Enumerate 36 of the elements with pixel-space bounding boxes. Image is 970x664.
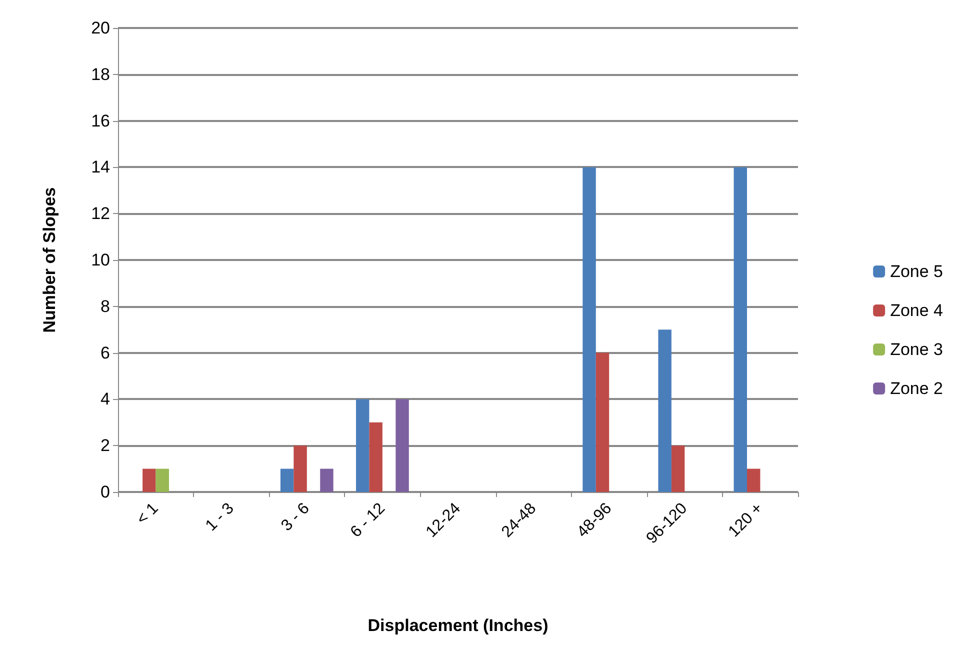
bar [356,399,370,492]
y-axis-title: Number of Slopes [40,187,59,333]
y-tick-label: 4 [100,390,110,409]
y-tick-label: 2 [100,436,110,456]
bar [671,446,685,492]
x-tick-label: 3 - 6 [278,500,313,535]
x-tick-label: < 1 [134,500,162,528]
bar [369,422,382,492]
legend-label: Zone 3 [890,340,944,359]
bar [320,468,334,492]
y-tick-label: 10 [91,250,110,270]
y-tick-label: 16 [91,111,110,130]
y-tick-label: 0 [100,482,110,502]
y-tick-label: 6 [100,343,110,362]
legend-label: Zone 4 [890,301,944,320]
bar [294,446,307,492]
legend-label: Zone 5 [890,262,944,281]
y-tick-label: 12 [91,204,110,224]
y-tick-label: 18 [91,64,110,84]
bar [658,330,672,492]
y-tick-label: 14 [91,158,110,177]
bar [396,399,409,492]
x-tick-label: 1 - 3 [202,500,238,535]
bar [747,468,760,492]
y-tick-label: 20 [91,18,110,38]
y-tick-label: 8 [100,296,110,316]
legend-label: Zone 2 [890,379,944,398]
bar [280,468,294,492]
bar [734,167,747,492]
x-tick-label: 6 - 12 [348,500,389,541]
x-axis-title: Displacement (Inches) [368,616,548,635]
bar [582,167,596,492]
bar [156,468,169,492]
bar [596,352,610,492]
x-tick-label: 120 + [726,500,766,541]
bar [142,468,156,492]
